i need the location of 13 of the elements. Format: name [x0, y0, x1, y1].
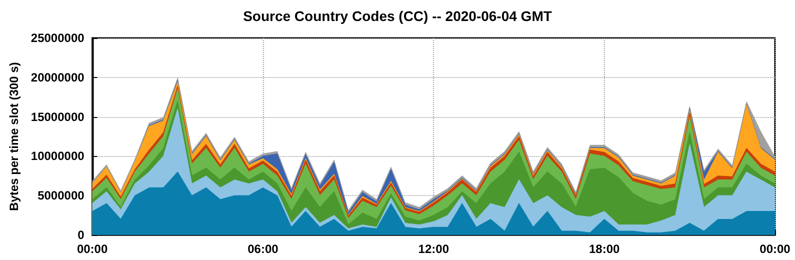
- y-tick-label: 10000000: [30, 149, 85, 164]
- chart-title: Source Country Codes (CC) -- 2020-06-04 GMT: [243, 8, 552, 24]
- x-tick-label: 12:00: [418, 242, 450, 256]
- y-tick-label: 20000000: [30, 70, 85, 84]
- x-tick-label: 00:00: [76, 242, 108, 256]
- y-axis-title: Bytes per time slot (300 s): [7, 62, 21, 211]
- x-tick-label: 18:00: [588, 242, 620, 256]
- x-tick-label: 00:00: [760, 242, 791, 256]
- y-tick-label: 0: [78, 228, 85, 242]
- y-tick-label: 25000000: [30, 31, 85, 45]
- y-tick-label: 15000000: [30, 110, 85, 124]
- x-tick-label: 06:00: [248, 242, 279, 256]
- y-tick-label: 5000000: [38, 188, 85, 203]
